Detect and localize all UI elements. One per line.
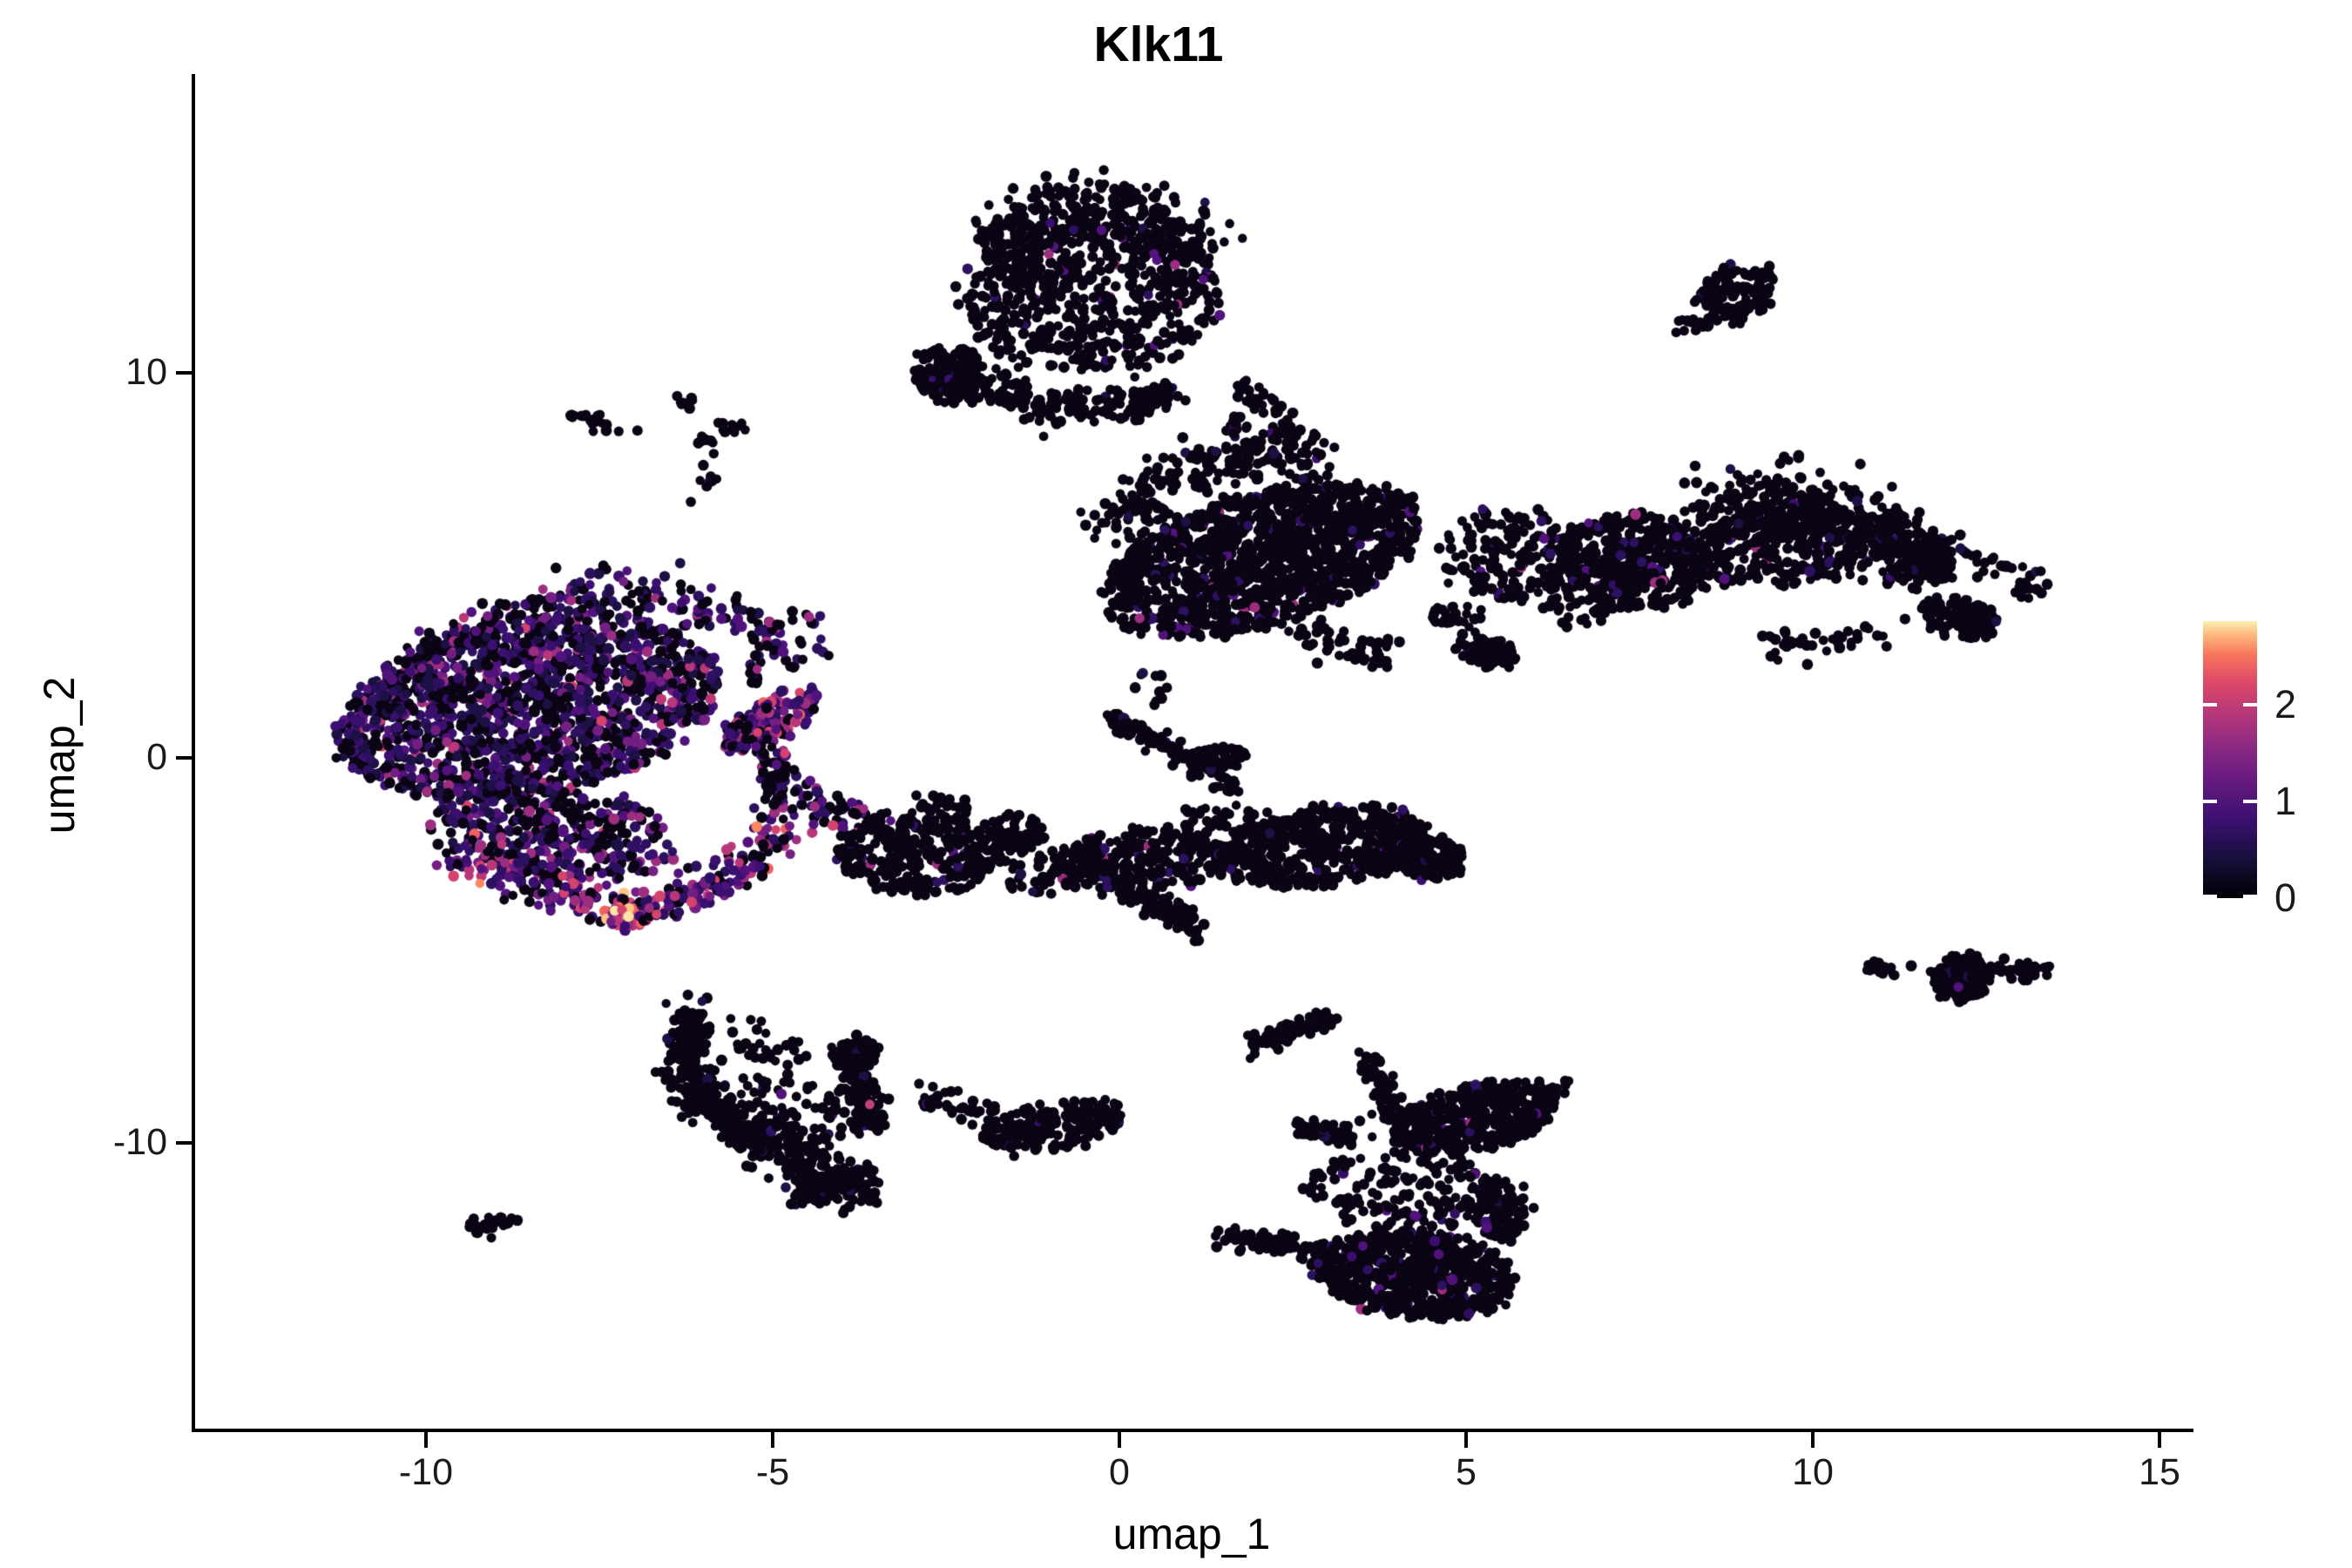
legend-colorbar	[2203, 621, 2257, 898]
y-tick-mark	[176, 756, 192, 760]
y-axis-line	[192, 74, 195, 1432]
y-tick-mark	[176, 371, 192, 375]
y-tick-label: 10	[125, 351, 167, 393]
x-tick-mark	[2158, 1432, 2161, 1448]
y-tick-label: -10	[112, 1121, 167, 1163]
x-tick-label: -10	[398, 1451, 454, 1493]
legend-tick-mark	[2243, 702, 2257, 706]
x-tick-mark	[1811, 1432, 1815, 1448]
x-tick-label: 5	[1456, 1451, 1477, 1493]
legend-tick-label: 2	[2274, 681, 2297, 727]
legend-tick-mark	[2243, 895, 2257, 898]
legend-tick-label: 0	[2274, 875, 2297, 920]
x-axis-line	[192, 1429, 2193, 1432]
x-tick-mark	[771, 1432, 774, 1448]
y-tick-mark	[176, 1141, 192, 1145]
x-tick-label: 0	[1109, 1451, 1130, 1493]
x-axis-title: umap_1	[1112, 1510, 1271, 1558]
x-tick-mark	[424, 1432, 428, 1448]
x-tick-mark	[1464, 1432, 1468, 1448]
x-tick-mark	[1118, 1432, 1121, 1448]
x-tick-label: 10	[1792, 1451, 1834, 1493]
legend-tick-mark	[2203, 702, 2217, 706]
plot-title: Klk11	[1093, 17, 1224, 72]
x-tick-label: -5	[755, 1451, 790, 1493]
legend-tick-mark	[2203, 799, 2217, 803]
y-axis-title: umap_2	[35, 676, 84, 835]
legend-tick-label: 1	[2274, 778, 2297, 823]
y-tick-label: 0	[146, 736, 167, 778]
legend-tick-mark	[2203, 895, 2217, 898]
legend-tick-mark	[2243, 799, 2257, 803]
x-tick-label: 15	[2139, 1451, 2180, 1493]
